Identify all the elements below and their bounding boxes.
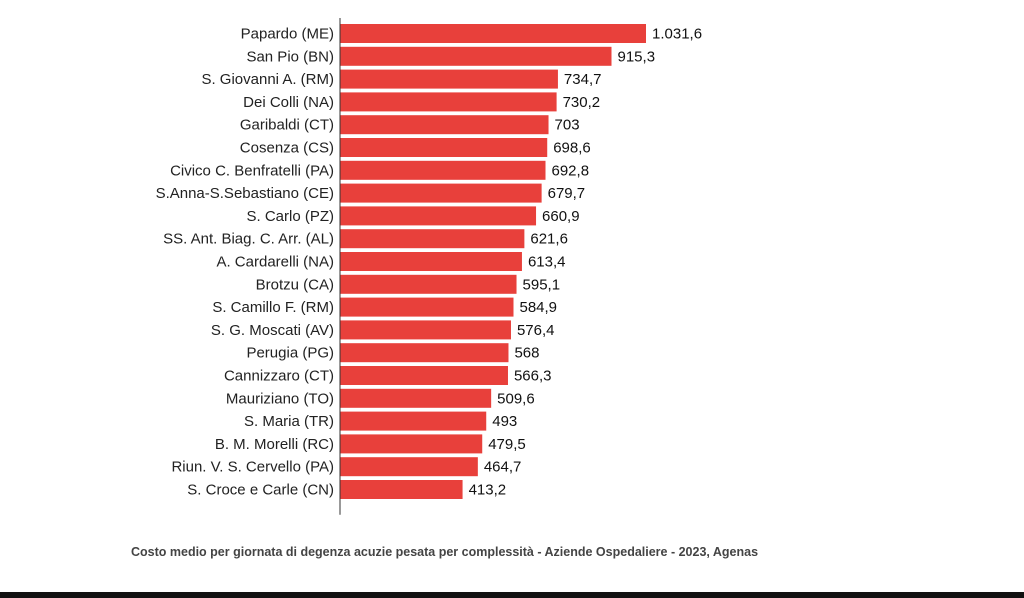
value-label: 595,1 (523, 276, 561, 293)
bar (340, 480, 463, 499)
category-label: Cosenza (CS) (240, 140, 334, 157)
chart-caption: Costo medio per giornata di degenza acuz… (131, 545, 759, 559)
bar (340, 388, 492, 408)
bar (340, 457, 478, 477)
bar (340, 297, 514, 317)
category-label: S. Carlo (PZ) (246, 208, 334, 225)
category-labels: Papardo (ME) San Pio (BN) S. Giovanni A. (… (156, 26, 334, 499)
value-label: 730,2 (563, 94, 601, 111)
category-label: B. M. Morelli (RC) (215, 436, 334, 453)
bar-chart: Papardo (ME) San Pio (BN) S. Giovanni A. (… (156, 18, 702, 515)
bar (340, 274, 517, 294)
value-labels: 1.031,6 915,3 734,7 730,2 703 698,6 692,8 679,7… (469, 26, 702, 499)
value-label: 679,7 (548, 185, 586, 202)
category-label: San Pio (BN) (246, 48, 334, 65)
bar (340, 343, 509, 363)
category-label: Dei Colli (NA) (243, 94, 334, 111)
value-label: 509,6 (497, 390, 535, 407)
category-label: Cannizzaro (CT) (224, 368, 334, 385)
category-label: Mauriziano (TO) (226, 390, 334, 407)
value-label: 584,9 (519, 299, 557, 316)
category-label: Papardo (ME) (241, 26, 334, 43)
category-label: S. Camillo F. (RM) (212, 299, 334, 316)
value-label: 613,4 (528, 254, 566, 271)
category-label: Brotzu (CA) (256, 276, 334, 293)
value-label: 479,5 (488, 436, 526, 453)
bar (340, 411, 487, 431)
value-label: 915,3 (618, 48, 656, 65)
category-label: S.Anna-S.Sebastiano (CE) (156, 185, 334, 202)
bar (340, 69, 558, 89)
value-label: 576,4 (517, 322, 555, 339)
value-label: 692,8 (552, 162, 590, 179)
bar (340, 252, 522, 271)
bar (340, 206, 537, 226)
value-label: 568 (514, 345, 539, 362)
bar (340, 24, 646, 43)
bar (340, 183, 542, 203)
bars-layer (340, 24, 646, 499)
value-label: 621,6 (530, 231, 568, 248)
value-label: 1.031,6 (652, 26, 702, 43)
bottom-border (0, 592, 1024, 598)
bar (340, 229, 525, 249)
category-label: S. G. Moscati (AV) (211, 322, 334, 339)
value-label: 566,3 (514, 368, 552, 385)
value-label: 698,6 (553, 140, 591, 157)
bar (340, 160, 546, 180)
category-label: S. Maria (TR) (244, 413, 334, 430)
value-label: 734,7 (564, 71, 602, 88)
category-label: Civico C. Benfratelli (PA) (170, 162, 334, 179)
value-label: 703 (555, 117, 580, 134)
category-label: S. Croce e Carle (CN) (187, 482, 334, 499)
category-label: Perugia (PG) (246, 345, 334, 362)
bar (340, 115, 549, 135)
category-label: SS. Ant. Biag. C. Arr. (AL) (163, 231, 334, 248)
bar (340, 434, 483, 454)
value-label: 660,9 (542, 208, 580, 225)
category-label: Riun. V. S. Cervello (PA) (171, 459, 334, 476)
bar (340, 92, 557, 112)
bar (340, 366, 508, 385)
bar (340, 320, 511, 340)
bar (340, 46, 612, 66)
value-label: 413,2 (469, 482, 507, 499)
bar (340, 138, 548, 157)
category-label: S. Giovanni A. (RM) (201, 71, 334, 88)
category-label: Garibaldi (CT) (240, 117, 334, 134)
value-label: 464,7 (484, 459, 522, 476)
category-label: A. Cardarelli (NA) (216, 254, 334, 271)
value-label: 493 (492, 413, 517, 430)
